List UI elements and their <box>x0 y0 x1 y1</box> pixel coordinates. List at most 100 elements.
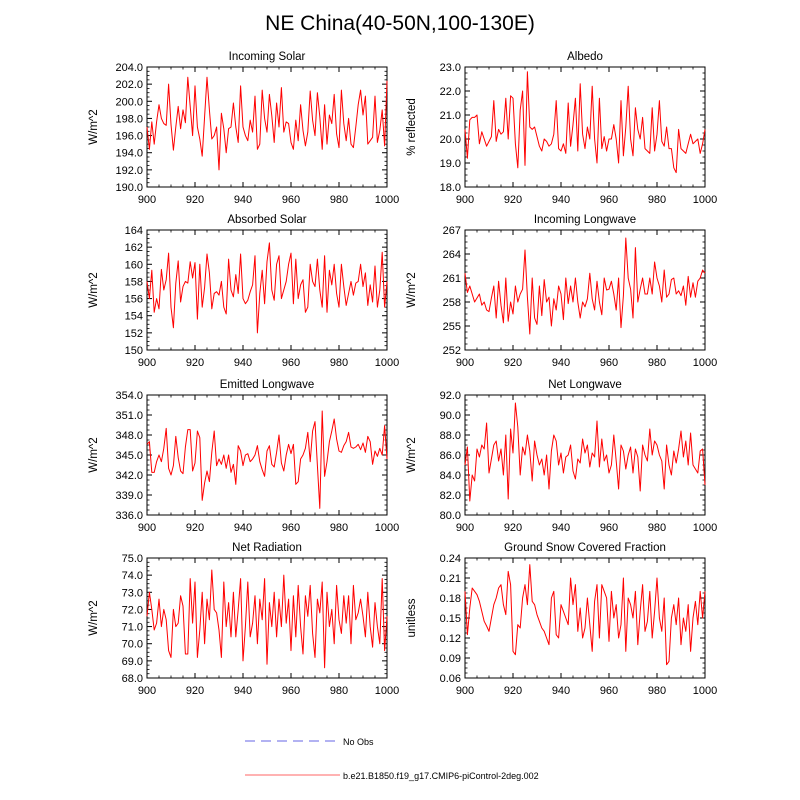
y-axis-label: W/m^2 <box>88 600 100 635</box>
x-tick-label: 980 <box>330 357 348 369</box>
x-tick-label: 920 <box>186 194 204 206</box>
y-tick-label: 164 <box>125 225 143 237</box>
y-tick-label: 23.0 <box>440 62 461 74</box>
x-tick-label: 900 <box>138 685 156 697</box>
x-tick-label: 960 <box>282 685 300 697</box>
x-tick-label: 960 <box>600 194 618 206</box>
series-line <box>464 71 706 174</box>
y-axis-label: unitless <box>406 598 418 637</box>
y-tick-label: 84.0 <box>440 470 461 482</box>
y-tick-label: 342.0 <box>115 470 143 482</box>
x-tick-label: 960 <box>600 685 618 697</box>
series-line <box>464 402 706 502</box>
y-tick-label: 339.0 <box>115 490 143 502</box>
x-tick-label: 960 <box>282 194 300 206</box>
y-tick-label: 80.0 <box>440 510 461 522</box>
x-tick-label: 980 <box>330 685 348 697</box>
y-axis-label: W/m^2 <box>406 437 418 472</box>
legend-no-obs-label: No Obs <box>343 737 374 747</box>
y-axis-label: W/m^2 <box>88 437 100 472</box>
x-tick-label: 900 <box>456 522 474 534</box>
x-tick-label: 960 <box>600 522 618 534</box>
y-tick-label: 0.24 <box>440 553 461 565</box>
y-tick-label: 68.0 <box>122 673 143 685</box>
x-tick-label: 920 <box>186 522 204 534</box>
plot-frame <box>146 229 388 351</box>
series-line <box>146 410 388 509</box>
x-tick-label: 1000 <box>375 522 399 534</box>
x-tick-label: 1000 <box>693 357 717 369</box>
y-tick-label: 0.12 <box>440 633 461 645</box>
y-tick-label: 0.09 <box>440 653 461 665</box>
panel-absorbed-solar: Absorbed Solar W/m^2 150 152 154 156 158 160 162… <box>88 214 399 369</box>
x-tick-label: 940 <box>552 357 570 369</box>
y-tick-label: 190.0 <box>115 182 143 194</box>
x-tick-label: 940 <box>234 685 252 697</box>
x-tick-label: 900 <box>138 522 156 534</box>
y-tick-label: 0.06 <box>440 673 461 685</box>
x-tick-label: 940 <box>552 522 570 534</box>
series-line <box>146 76 388 171</box>
y-tick-label: 194.0 <box>115 148 143 160</box>
y-tick-label: 21.0 <box>440 110 461 122</box>
y-axis-label: W/m^2 <box>88 272 100 307</box>
y-tick-label: 69.0 <box>122 656 143 668</box>
plot-frame <box>464 66 706 188</box>
x-tick-label: 980 <box>648 522 666 534</box>
x-tick-label: 920 <box>504 522 522 534</box>
y-tick-label: 267 <box>443 225 461 237</box>
y-tick-label: 22.0 <box>440 86 461 98</box>
x-tick-label: 980 <box>330 194 348 206</box>
y-tick-label: 345.0 <box>115 450 143 462</box>
panel-title: Net Radiation <box>232 542 302 554</box>
series-line <box>146 242 388 334</box>
x-tick-label: 1000 <box>693 685 717 697</box>
y-tick-label: 92.0 <box>440 390 461 402</box>
panel-title: Albedo <box>567 51 603 63</box>
x-tick-label: 980 <box>330 522 348 534</box>
y-tick-label: 160 <box>125 259 143 271</box>
x-tick-label: 940 <box>234 522 252 534</box>
y-tick-label: 158 <box>125 276 143 288</box>
x-tick-label: 900 <box>456 194 474 206</box>
x-tick-label: 900 <box>456 357 474 369</box>
series-line <box>464 564 706 666</box>
y-tick-label: 162 <box>125 242 143 254</box>
y-tick-label: 348.0 <box>115 430 143 442</box>
series-line <box>464 237 706 335</box>
panel-title: Ground Snow Covered Fraction <box>504 542 666 554</box>
y-tick-label: 73.0 <box>122 587 143 599</box>
panel-incoming-longwave: Incoming Longwave W/m^2 252 255 258 261 264 267… <box>406 214 717 369</box>
legend: No Obs b.e21.B1850.f19_g17.CMIP6-piContr… <box>245 737 539 781</box>
x-tick-label: 1000 <box>375 194 399 206</box>
y-tick-label: 0.18 <box>440 593 461 605</box>
x-tick-label: 920 <box>504 685 522 697</box>
panel-title: Net Longwave <box>548 379 622 391</box>
y-tick-label: 200.0 <box>115 96 143 108</box>
y-tick-label: 74.0 <box>122 570 143 582</box>
x-tick-label: 960 <box>600 357 618 369</box>
figure-title: NE China(40-50N,100-130E) <box>265 12 535 35</box>
y-tick-label: 204.0 <box>115 62 143 74</box>
legend-model-label: b.e21.B1850.f19_g17.CMIP6-piControl-2deg… <box>343 771 539 781</box>
x-tick-label: 980 <box>648 357 666 369</box>
y-tick-label: 72.0 <box>122 604 143 616</box>
y-tick-label: 18.0 <box>440 182 461 194</box>
chart-panels: Incoming Solar W/m^2 190.0 192.0 194.0 196.0 1… <box>88 51 717 697</box>
x-tick-label: 940 <box>552 194 570 206</box>
y-tick-label: 156 <box>125 294 143 306</box>
x-tick-label: 940 <box>552 685 570 697</box>
plot-frame <box>464 394 706 516</box>
y-axis-label: W/m^2 <box>406 272 418 307</box>
y-tick-label: 0.15 <box>440 613 461 625</box>
y-tick-label: 202.0 <box>115 79 143 91</box>
x-tick-label: 960 <box>282 357 300 369</box>
y-tick-label: 198.0 <box>115 113 143 125</box>
plot-frame <box>464 229 706 351</box>
y-tick-label: 0.21 <box>440 573 461 585</box>
x-tick-label: 1000 <box>693 194 717 206</box>
y-tick-label: 351.0 <box>115 410 143 422</box>
x-tick-label: 920 <box>186 685 204 697</box>
y-tick-label: 152 <box>125 328 143 340</box>
